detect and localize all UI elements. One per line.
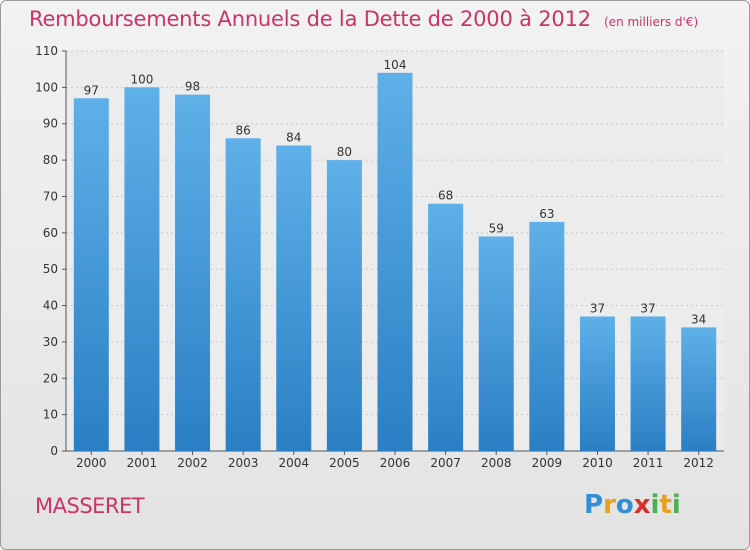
- chart-title-row: Remboursements Annuels de la Dette de 20…: [29, 7, 698, 31]
- data-label: 97: [84, 83, 99, 97]
- data-label: 100: [130, 72, 153, 86]
- chart-title: Remboursements Annuels de la Dette de 20…: [29, 7, 591, 31]
- logo-letter: x: [633, 490, 651, 520]
- bar: [529, 221, 565, 451]
- commune-name: MASSERET: [35, 494, 145, 518]
- logo-letter: P: [584, 490, 604, 520]
- logo-letter: t: [659, 490, 672, 520]
- logo-letter: i: [650, 490, 660, 520]
- x-tick-label: 2009: [532, 456, 563, 470]
- y-tick-label: 20: [43, 371, 58, 385]
- x-tick-label: 2011: [633, 456, 664, 470]
- x-tick-label: 2005: [329, 456, 360, 470]
- logo-letter: o: [615, 490, 634, 520]
- y-tick-label: 40: [43, 299, 58, 313]
- x-tick-label: 2002: [177, 456, 208, 470]
- bar: [579, 316, 615, 451]
- y-tick-label: 50: [43, 262, 58, 276]
- data-label: 37: [590, 301, 605, 315]
- bar: [124, 87, 160, 451]
- y-tick-label: 90: [43, 117, 58, 131]
- bar: [630, 316, 666, 451]
- data-label: 104: [384, 58, 407, 72]
- x-tick-label: 2012: [683, 456, 714, 470]
- data-label: 34: [691, 312, 706, 326]
- bar: [326, 160, 362, 451]
- bar: [478, 236, 514, 451]
- x-tick-label: 2001: [127, 456, 158, 470]
- logo-letter: i: [671, 490, 681, 520]
- bar: [73, 98, 109, 451]
- bar: [428, 203, 464, 451]
- x-tick-label: 2003: [228, 456, 259, 470]
- data-label: 63: [539, 207, 554, 221]
- y-tick-label: 10: [43, 408, 58, 422]
- data-label: 59: [489, 221, 504, 235]
- y-tick-label: 0: [50, 444, 58, 458]
- data-label: 37: [640, 301, 655, 315]
- y-tick-label: 110: [35, 44, 58, 58]
- x-tick-label: 2007: [430, 456, 461, 470]
- y-tick-label: 60: [43, 226, 58, 240]
- chart-subtitle: (en milliers d'€): [604, 15, 699, 29]
- x-tick-label: 2008: [481, 456, 512, 470]
- x-tick-label: 2000: [76, 456, 107, 470]
- bar: [175, 94, 211, 452]
- x-tick-label: 2006: [380, 456, 411, 470]
- data-label: 80: [337, 145, 352, 159]
- logo-letter: r: [603, 490, 616, 520]
- bar: [681, 327, 717, 451]
- data-label: 86: [236, 123, 251, 137]
- y-tick-label: 100: [35, 80, 58, 94]
- data-label: 98: [185, 80, 200, 94]
- y-tick-label: 30: [43, 335, 58, 349]
- y-tick-label: 70: [43, 189, 58, 203]
- x-tick-label: 2004: [278, 456, 309, 470]
- data-label: 84: [286, 131, 301, 145]
- y-tick-label: 80: [43, 153, 58, 167]
- bar: [225, 138, 261, 452]
- x-tick-label: 2010: [582, 456, 613, 470]
- bar: [377, 72, 413, 452]
- data-label: 68: [438, 189, 453, 203]
- bar: [276, 145, 312, 451]
- proxiti-logo: Proxiti: [584, 490, 681, 520]
